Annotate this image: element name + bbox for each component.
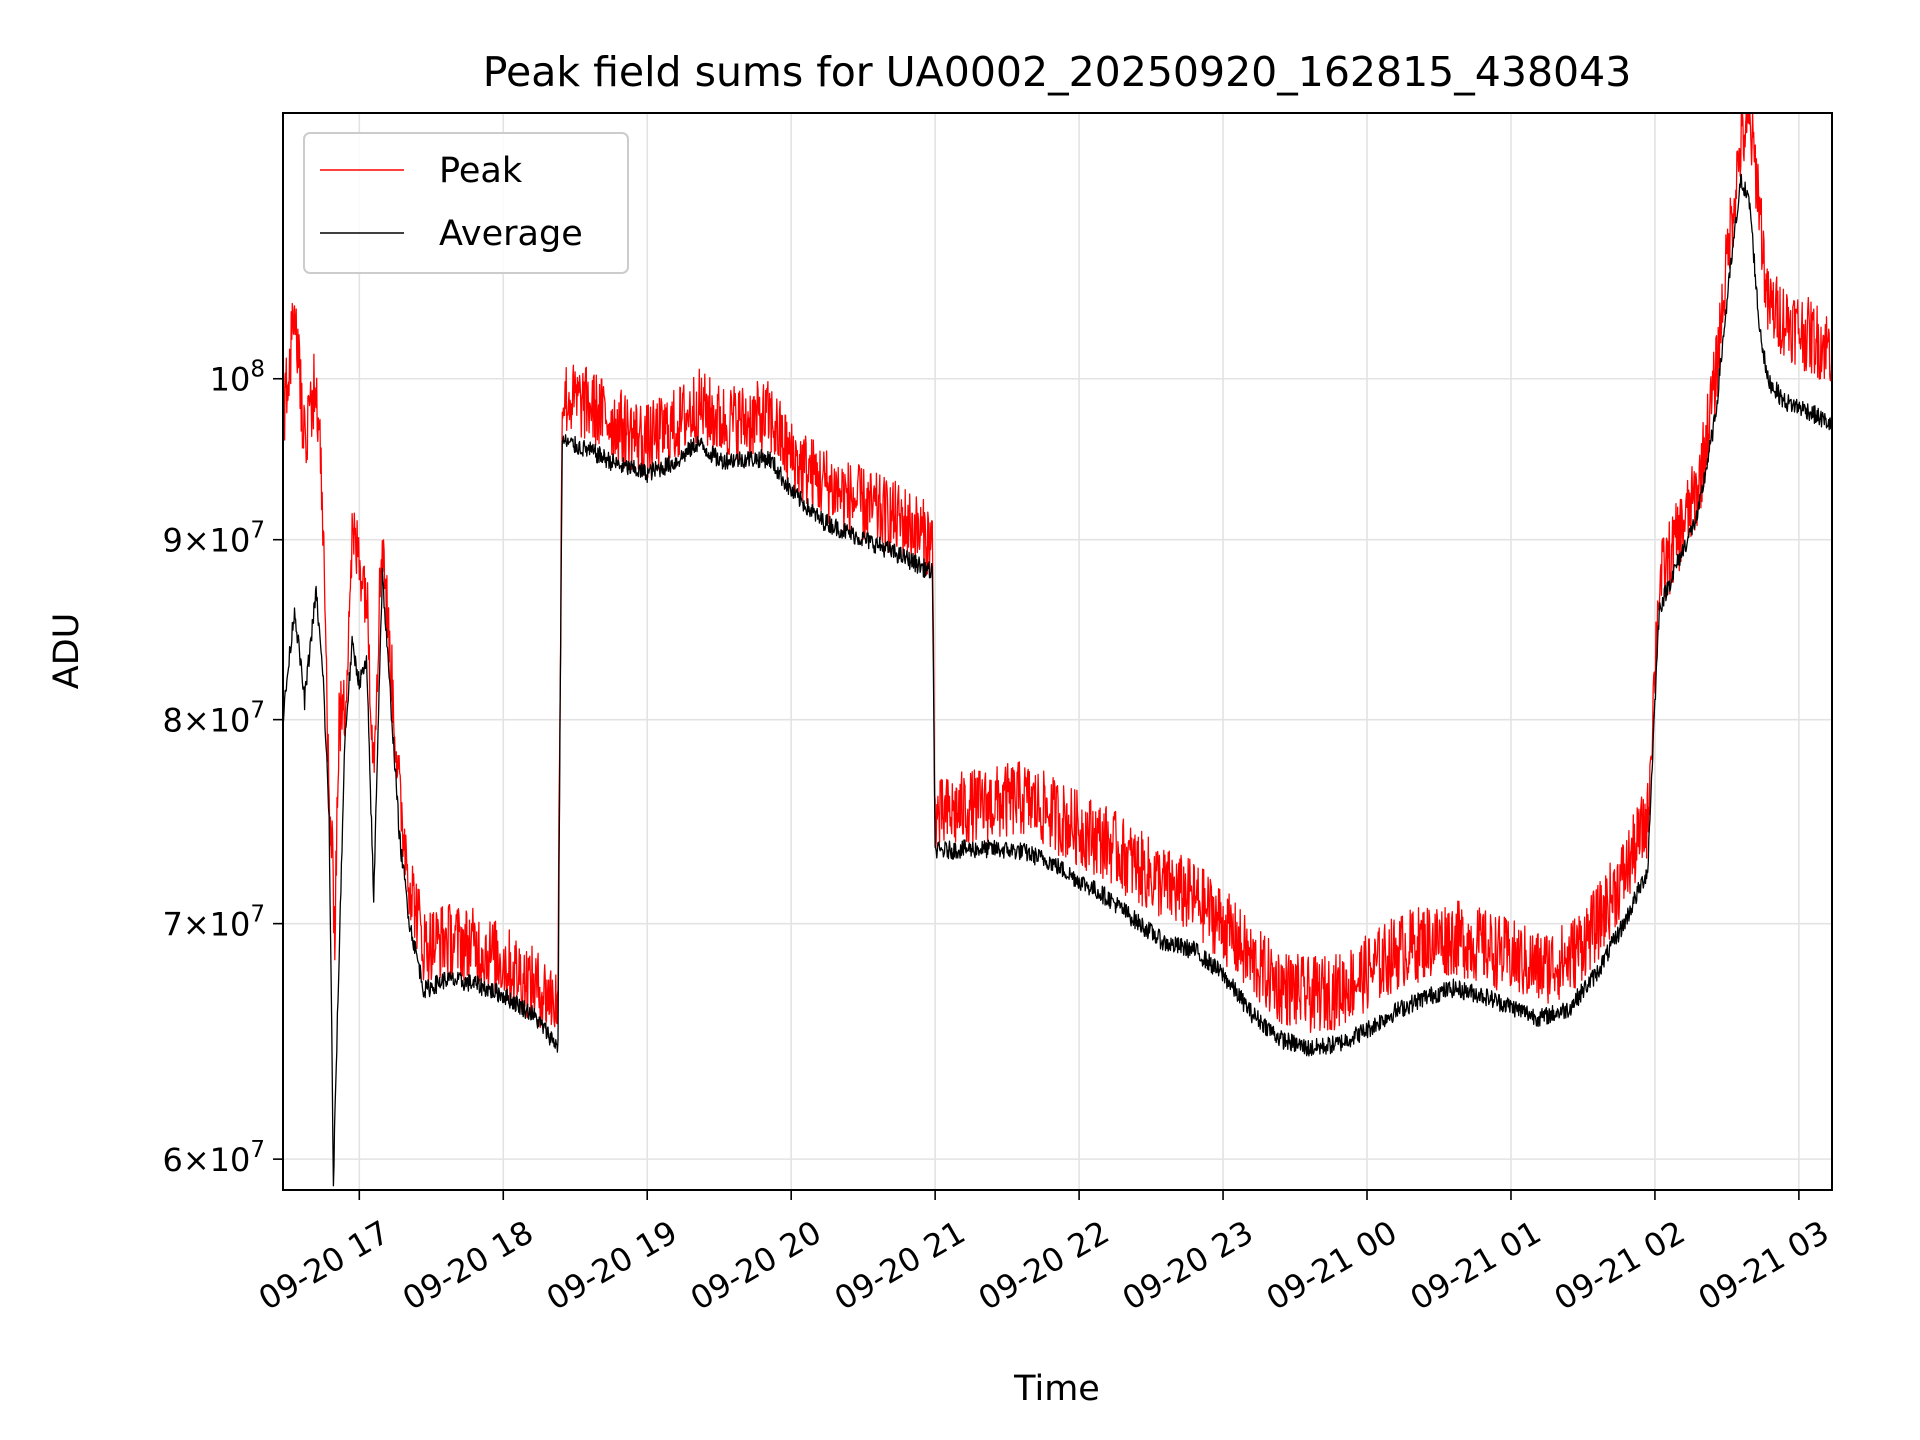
series-line-peak xyxy=(282,112,1833,1033)
legend-label-average: Average xyxy=(439,214,583,254)
x-axis-label: Time xyxy=(1013,1369,1100,1409)
axes-frame xyxy=(282,112,1833,1191)
y-tick-label: 108 xyxy=(210,357,265,399)
legend: Peak Average xyxy=(303,132,629,274)
plot-area xyxy=(282,112,1833,1187)
legend-label-peak: Peak xyxy=(439,151,523,191)
y-tick-label: 9×107 xyxy=(162,518,265,560)
y-tick-label: 8×107 xyxy=(162,698,265,740)
legend-box xyxy=(303,132,629,274)
y-axis-label: ADU xyxy=(47,613,87,690)
chart-title: Peak field sums for UA0002_20250920_1628… xyxy=(483,48,1632,96)
y-tick-label: 7×107 xyxy=(162,902,265,944)
y-axis-ticks: 6×107 7×107 8×107 9×107 108 xyxy=(162,357,283,1179)
grid-lines xyxy=(283,113,1832,1190)
series-line-average xyxy=(282,173,1833,1187)
y-tick-label: 6×107 xyxy=(162,1137,265,1179)
